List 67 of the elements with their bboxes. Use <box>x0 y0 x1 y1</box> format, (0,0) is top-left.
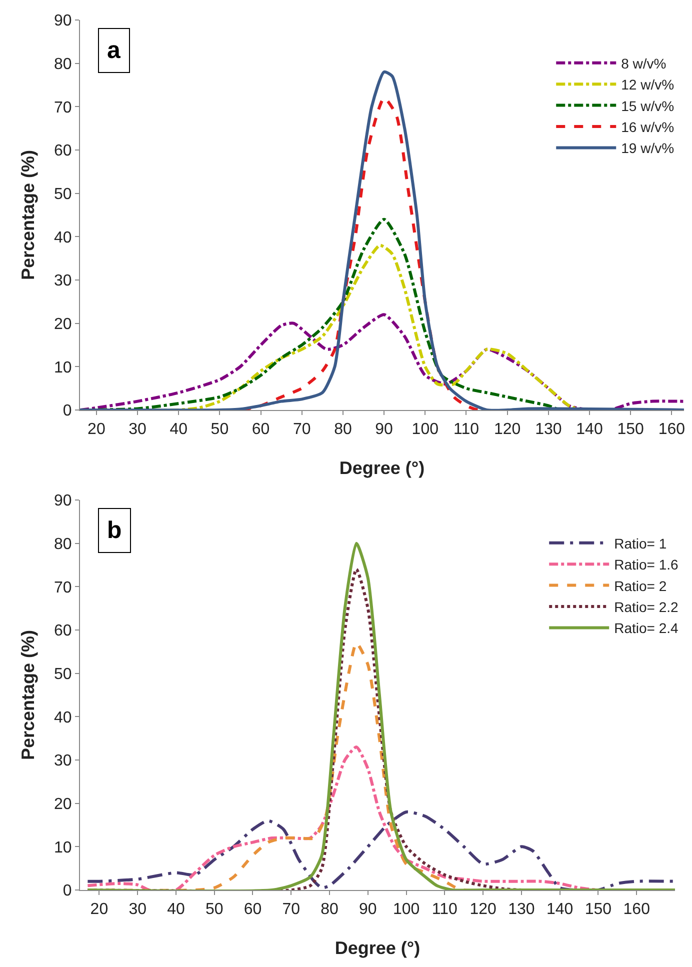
x-tick-label: 140 <box>576 421 603 438</box>
y-tick-label: 40 <box>54 709 72 726</box>
legend-label: 15 w/v% <box>621 98 674 114</box>
x-tick-label: 100 <box>412 421 439 438</box>
legend-label: Ratio= 2 <box>614 578 667 594</box>
y-tick-label: 40 <box>54 229 72 246</box>
y-tick-label: 10 <box>54 839 72 856</box>
y-axis-title: Percentage (%) <box>18 150 38 280</box>
y-tick-label: 0 <box>62 882 72 900</box>
x-tick-label: 130 <box>535 421 562 438</box>
legend-label: Ratio= 2.4 <box>614 620 679 636</box>
x-tick-label: 100 <box>392 901 420 918</box>
y-tick-label: 90 <box>54 12 72 30</box>
y-tick-label: 80 <box>54 56 72 73</box>
y-tick-label: 30 <box>54 272 72 290</box>
x-tick-label: 50 <box>210 421 229 438</box>
x-tick-label: 60 <box>244 901 262 918</box>
x-tick-label: 150 <box>584 901 612 918</box>
x-tick-label: 120 <box>470 901 497 918</box>
x-tick-label: 70 <box>292 421 311 438</box>
x-tick-label: 160 <box>658 421 686 438</box>
legend-label: 12 w/v% <box>621 76 674 93</box>
x-tick-label: 80 <box>320 901 339 918</box>
y-tick-label: 10 <box>54 359 72 376</box>
x-tick-label: 50 <box>205 901 224 918</box>
line-series <box>86 810 675 890</box>
x-tick-label: 80 <box>334 421 352 438</box>
text: b <box>107 517 122 544</box>
y-tick-label: 20 <box>54 316 72 333</box>
x-tick-label: 110 <box>453 421 480 438</box>
x-tick-label: 90 <box>375 421 394 438</box>
x-tick-label: 30 <box>128 421 147 438</box>
x-tick-label: 120 <box>494 421 521 438</box>
x-tick-label: 60 <box>252 421 270 438</box>
legend-label: 16 w/v% <box>621 118 674 135</box>
x-axis-title: Degree (°) <box>339 458 425 478</box>
y-axis-title: Percentage (%) <box>18 630 38 760</box>
x-tick-label: 20 <box>90 901 108 918</box>
legend-label: 19 w/v% <box>621 140 674 156</box>
legend-label: Ratio= 1.6 <box>614 556 679 573</box>
legend-label: 8 w/v% <box>621 55 666 72</box>
x-axis-title: Degree (°) <box>334 938 420 958</box>
y-tick-label: 50 <box>54 186 72 203</box>
y-tick-label: 60 <box>54 142 72 160</box>
y-tick-label: 30 <box>54 752 72 770</box>
y-tick-label: 20 <box>54 796 72 813</box>
x-tick-label: 130 <box>508 901 535 918</box>
y-tick-label: 80 <box>54 536 72 553</box>
text: a <box>107 37 121 64</box>
legend-label: Ratio= 2.2 <box>614 598 679 615</box>
x-tick-label: 70 <box>282 901 300 918</box>
x-tick-label: 40 <box>167 901 185 918</box>
x-tick-label: 110 <box>432 901 458 918</box>
y-tick-label: 50 <box>54 666 72 683</box>
x-tick-label: 150 <box>617 421 644 438</box>
legend-label: Ratio= 1 <box>614 535 667 552</box>
y-tick-label: 70 <box>54 99 72 116</box>
y-tick-label: 0 <box>62 402 72 420</box>
x-tick-label: 140 <box>546 901 574 918</box>
x-tick-label: 40 <box>170 421 188 438</box>
y-tick-label: 70 <box>54 579 72 596</box>
x-tick-label: 30 <box>128 901 147 918</box>
x-tick-label: 90 <box>359 901 377 918</box>
x-tick-label: 160 <box>623 901 650 918</box>
y-tick-label: 90 <box>54 492 72 510</box>
y-tick-label: 60 <box>54 622 72 640</box>
x-tick-label: 20 <box>88 421 106 438</box>
